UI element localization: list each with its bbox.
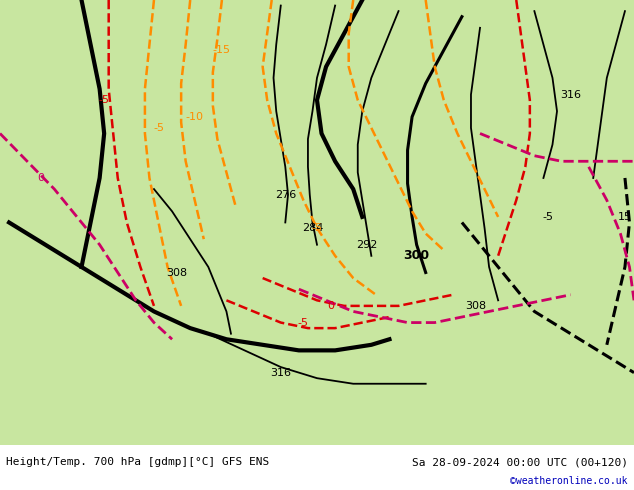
Text: 308: 308	[465, 301, 486, 311]
Text: Sa 28-09-2024 00:00 UTC (00+120): Sa 28-09-2024 00:00 UTC (00+120)	[411, 457, 628, 467]
Text: 284: 284	[302, 223, 323, 233]
Text: 316: 316	[560, 90, 581, 99]
Text: -15: -15	[213, 45, 231, 55]
Text: 308: 308	[166, 268, 187, 277]
Text: -5: -5	[153, 123, 164, 133]
Text: -5: -5	[99, 95, 110, 105]
Text: 15: 15	[618, 212, 632, 222]
Text: 0: 0	[327, 301, 334, 311]
Text: 316: 316	[270, 368, 291, 378]
Text: ©weatheronline.co.uk: ©weatheronline.co.uk	[510, 476, 628, 487]
Text: -10: -10	[186, 112, 204, 122]
Text: -5: -5	[311, 223, 323, 233]
Text: -5: -5	[543, 212, 553, 222]
Text: 0: 0	[37, 173, 44, 183]
Text: 292: 292	[356, 240, 377, 250]
Text: 300: 300	[404, 249, 430, 262]
Text: 276: 276	[275, 190, 296, 199]
Text: -5: -5	[298, 318, 309, 328]
Text: Height/Temp. 700 hPa [gdmp][°C] GFS ENS: Height/Temp. 700 hPa [gdmp][°C] GFS ENS	[6, 457, 269, 467]
